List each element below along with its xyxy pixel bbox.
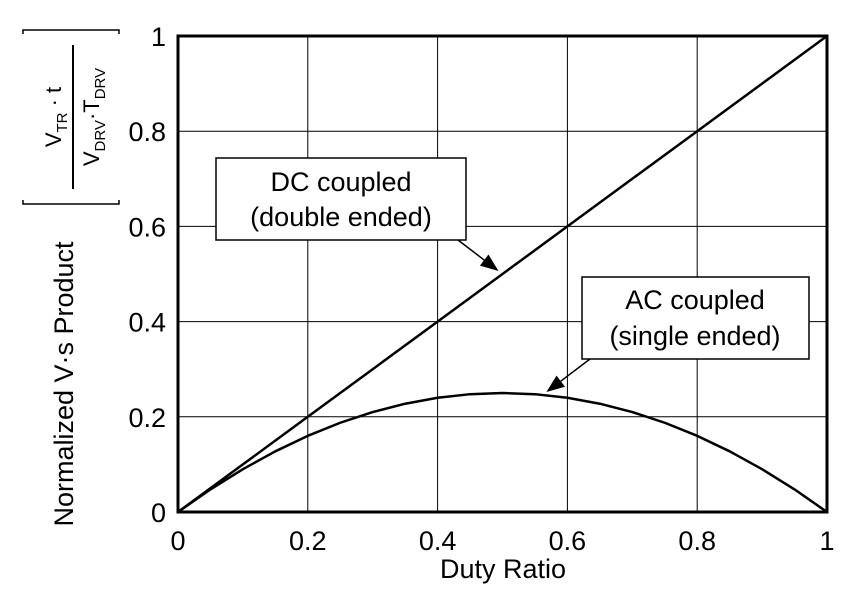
annotation-dc-line2: (double ended) [250,202,432,232]
x-tick-label: 0 [170,526,185,556]
x-tick-label: 0.2 [289,526,327,556]
x-tick-label: 0.8 [678,526,716,556]
series-group [177,34,828,514]
annotation-arrow-ac [546,358,591,393]
plot-frame [176,34,829,514]
x-tick-labels: 0 0.2 0.4 0.6 0.8 1 [170,526,834,556]
arrow-head [546,375,565,393]
arrow-head [479,254,499,271]
formula-numerator: VTR · t [41,87,71,147]
y-tick-label: 0.8 [128,117,166,147]
annotation-dc-line1: DC coupled [270,167,411,197]
y-axis-formula: VTR · t VDRV·TDRV [22,29,120,205]
annotation-box-ac [581,276,810,360]
annotation-ac-line1: AC coupled [625,285,765,315]
x-tick-label: 1 [819,526,834,556]
x-tick-label: 0.4 [419,526,457,556]
annotation-arrow-dc [457,239,499,271]
annotation-dc-coupled: DC coupled (double ended) [215,157,499,271]
y-tick-label: 0.6 [128,212,166,242]
y-tick-label: 0.4 [128,308,166,338]
annotation-box-dc [215,157,467,241]
annotation-ac-line2: (single ended) [609,321,780,351]
annotation-ac-coupled: AC coupled (single ended) [546,276,810,393]
arrow-shaft [560,358,591,382]
series-line-ac-coupled [177,391,828,514]
x-axis-label: Duty Ratio [440,554,566,584]
y-tick-label: 0 [151,498,166,528]
y-tick-label: 0.2 [128,403,166,433]
formula-denominator: VDRV·TDRV [79,68,109,166]
formula-bracket-right [22,29,120,34]
arrow-shaft [457,239,485,261]
formula-bracket-left [22,200,120,205]
y-tick-label: 1 [151,22,166,52]
y-axis-label: Normalized V·s Product [49,241,79,527]
series-line-dc-coupled [177,34,828,514]
y-tick-labels: 0 0.2 0.4 0.6 0.8 1 [128,22,166,528]
x-tick-label: 0.6 [549,526,587,556]
